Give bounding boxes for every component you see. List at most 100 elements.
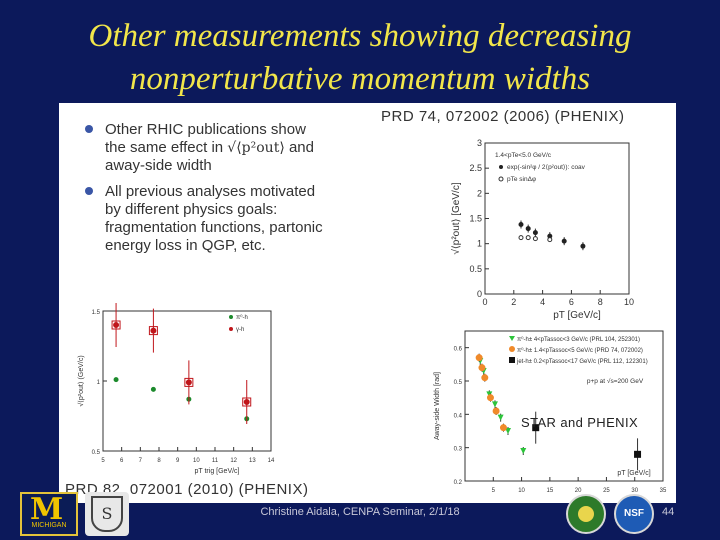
bullet-list: Other RHIC publications show the same ef…: [81, 121, 326, 263]
nsf-wordmark: NSF: [624, 508, 644, 519]
bullet-1-line-d: away-side width: [105, 157, 212, 174]
y-tick-label: 0.3: [454, 447, 463, 453]
data-point: [520, 448, 527, 454]
legend-marker-filled: [499, 165, 503, 169]
y-axis-label: √⟨p²out⟩ (GeV/c): [77, 355, 85, 406]
data-point: [499, 424, 507, 432]
data-point: [561, 238, 567, 244]
data-point: [634, 450, 642, 458]
x-tick-label: 2: [511, 297, 516, 307]
x-tick-label: 6: [569, 297, 574, 307]
data-point: [478, 364, 486, 372]
y-tick-label: 3: [477, 138, 482, 148]
x-tick-label: 25: [603, 488, 610, 494]
x-tick-label: 10: [193, 458, 200, 464]
data-point: [150, 386, 156, 392]
x-tick-label: 5: [492, 488, 496, 494]
sys-box: [111, 320, 121, 330]
legend-entry: π⁰-h: [236, 314, 248, 321]
data-point: [243, 399, 250, 405]
data-point: [497, 414, 504, 421]
michigan-wordmark: MICHIGAN: [31, 522, 67, 529]
y-axis-label: Away-side Width [rad]: [434, 372, 441, 440]
x-tick-label: 10: [518, 488, 525, 494]
data-point: [518, 222, 524, 228]
legend-entry: jet-h± 0.2<pTassoc<17 GeV/c (PRL 112, 12…: [516, 359, 648, 365]
legend-entry: γ-h: [236, 327, 244, 333]
x-tick-label: 6: [120, 458, 124, 464]
legend-marker: [509, 336, 515, 341]
x-tick-label: 4: [540, 297, 545, 307]
x-axis-label: pT trig [GeV/c]: [195, 468, 240, 475]
slide-footer: Christine Aidala, CENPA Seminar, 2/1/18: [260, 506, 460, 518]
legend-marker-gamma: [229, 327, 233, 331]
bullet-1-line-b: the same effect in: [105, 139, 224, 156]
data-point: [525, 235, 531, 241]
x-tick-label: 0: [482, 297, 487, 307]
legend-entry: pTe sinΔφ: [507, 176, 536, 183]
citation-top: PRD 74, 072002 (2006) (PHENIX): [381, 108, 625, 125]
data-point: [532, 230, 538, 236]
x-tick-label: 14: [268, 458, 275, 464]
x-tick-label: 11: [212, 458, 219, 464]
y-tick-label: 0.4: [454, 413, 463, 419]
page-number: 44: [662, 506, 675, 518]
sys-box: [184, 377, 194, 387]
x-tick-label: 7: [139, 458, 143, 464]
bullet-1-line-a: Other RHIC publications show: [105, 121, 306, 138]
seal-letter: S: [101, 504, 113, 523]
x-tick-label: 20: [575, 488, 582, 494]
bullet-1-and: and: [288, 139, 314, 156]
bullet-item-2: All previous analyses motivated by diffe…: [81, 183, 326, 255]
data-point: [525, 226, 531, 232]
bullet-dot-icon: [85, 125, 93, 133]
nsf-logo: NSF: [614, 494, 654, 534]
x-tick-label: 15: [547, 488, 554, 494]
x-tick-label: 10: [624, 297, 634, 307]
plot-frame: [464, 330, 664, 482]
y-tick-label: 0.6: [454, 347, 463, 353]
legend-entry: π⁰-h± 4<pTassoc<3 GeV/c (PRL 104, 252301…: [517, 336, 640, 343]
y-tick-label: 0.5: [92, 450, 101, 456]
data-point: [547, 237, 553, 243]
data-point: [492, 407, 500, 415]
y-tick-label: 0.2: [454, 480, 463, 486]
x-tick-label: 13: [249, 458, 256, 464]
doe-logo-icon: [566, 494, 606, 534]
x-tick-label: 30: [631, 488, 638, 494]
y-tick-label: 0.5: [454, 380, 463, 386]
data-point: [580, 243, 586, 249]
x-axis-label: pT [GeV/c]: [553, 310, 601, 321]
data-point: [532, 236, 538, 242]
legend-marker-open: [498, 176, 504, 182]
data-point: [491, 401, 498, 408]
bullet-dot-icon: [85, 187, 93, 195]
pout-vs-pttrig-plot: 5 6 7 8 9 10 11 12 13 14 0.5 1 1.5 pT trig [GeV/c] √⟨p…: [77, 303, 275, 475]
pout-vs-pt-plot: 0 2 4 6 8 10 0 0.5 1 1.5 2 2.5 3 pT [GeV/c] √⟨p²out⟩ […: [450, 138, 634, 321]
sys-box: [148, 326, 158, 336]
data-point: [150, 327, 157, 334]
figure-panel: Other RHIC publications show the same ef…: [59, 103, 676, 503]
away-side-width-plot: 5 10 15 20 25 30 35 0.2 0.3 0.4 0.5 0.6 pT [GeV/c] Aw…: [434, 330, 667, 494]
star-phenix-label: STAR and PHENIX: [521, 415, 639, 430]
y-tick-label: 0.5: [469, 264, 482, 274]
slide-title-line-2: nonperturbative momentum widths: [129, 61, 591, 97]
legend-marker: [509, 346, 515, 352]
data-point: [113, 322, 120, 328]
michigan-logo: M MICHIGAN: [20, 492, 78, 536]
university-seal-icon: S: [85, 492, 129, 536]
data-point: [185, 379, 192, 386]
legend-entry: π⁰-h± 1.4<pTassoc<5 GeV/c (PRD 74, 07200…: [517, 347, 643, 354]
bullet-item-1: Other RHIC publications show the same ef…: [81, 121, 326, 175]
x-tick-label: 9: [176, 458, 180, 464]
x-tick-label: 12: [230, 458, 237, 464]
data-point: [486, 394, 494, 402]
legend-entry: 1.4<pTe<5.0 GeV/c: [495, 152, 552, 159]
plot-annotation: p+p at √s=200 GeV: [587, 377, 644, 385]
data-point: [475, 354, 483, 362]
x-axis-label: pT [GeV/c]: [617, 470, 650, 477]
data-point: [518, 235, 524, 241]
data-point: [504, 428, 511, 434]
x-tick-label: 8: [157, 458, 161, 464]
